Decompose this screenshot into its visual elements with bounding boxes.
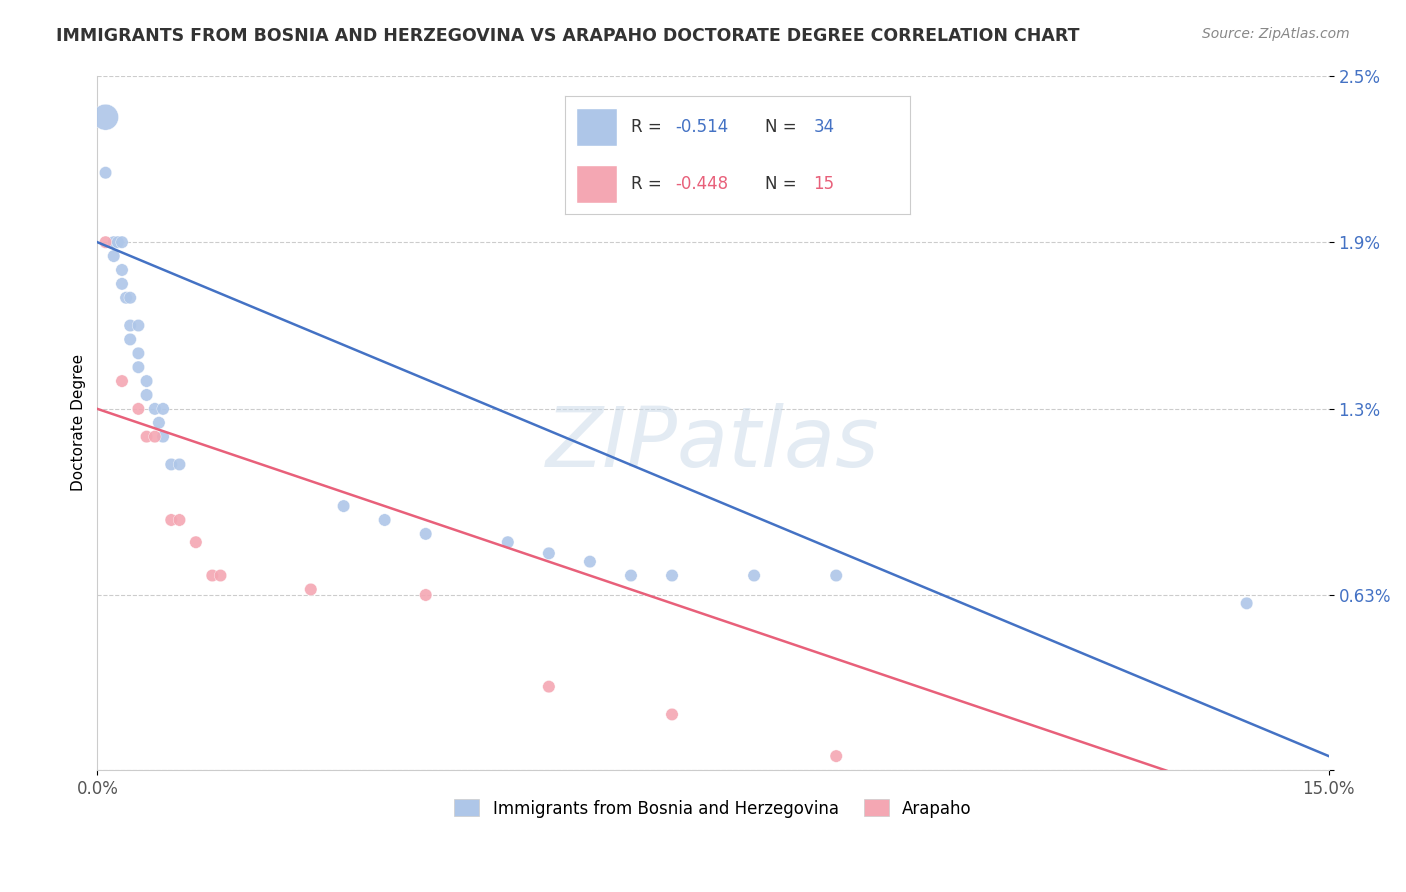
Point: [127, 346, 149, 360]
Point: [94, 110, 117, 124]
Point: [120, 318, 142, 333]
Point: [620, 568, 643, 582]
Point: [115, 291, 138, 305]
Point: [107, 235, 129, 250]
Point: [143, 401, 166, 416]
Point: [111, 235, 134, 250]
Point: [537, 680, 560, 694]
Point: [742, 568, 765, 582]
Point: [111, 374, 134, 388]
Point: [111, 277, 134, 291]
Point: [169, 513, 191, 527]
Point: [120, 291, 142, 305]
Legend: Immigrants from Bosnia and Herzegovina, Arapaho: Immigrants from Bosnia and Herzegovina, …: [447, 793, 979, 824]
Point: [160, 458, 183, 472]
Point: [135, 388, 157, 402]
Point: [1236, 596, 1258, 610]
Point: [299, 582, 322, 597]
Point: [148, 416, 170, 430]
Text: ZIPatlas: ZIPatlas: [547, 403, 880, 484]
Point: [184, 535, 207, 549]
Point: [537, 546, 560, 560]
Point: [143, 430, 166, 444]
Text: Source: ZipAtlas.com: Source: ZipAtlas.com: [1202, 27, 1350, 41]
Point: [135, 430, 157, 444]
Point: [160, 513, 183, 527]
Point: [103, 235, 125, 250]
Point: [135, 374, 157, 388]
Point: [825, 568, 848, 582]
Text: IMMIGRANTS FROM BOSNIA AND HERZEGOVINA VS ARAPAHO DOCTORATE DEGREE CORRELATION C: IMMIGRANTS FROM BOSNIA AND HERZEGOVINA V…: [56, 27, 1080, 45]
Point: [94, 235, 117, 250]
Point: [209, 568, 232, 582]
Point: [415, 588, 437, 602]
Point: [332, 499, 354, 513]
Point: [825, 749, 848, 764]
Point: [415, 527, 437, 541]
Point: [127, 360, 149, 375]
Point: [661, 707, 683, 722]
Point: [152, 401, 174, 416]
Point: [103, 249, 125, 263]
Point: [169, 458, 191, 472]
Point: [111, 263, 134, 277]
Point: [579, 555, 602, 569]
Point: [94, 166, 117, 180]
Point: [201, 568, 224, 582]
Point: [661, 568, 683, 582]
Point: [496, 535, 519, 549]
Point: [127, 318, 149, 333]
Point: [127, 401, 149, 416]
Point: [120, 333, 142, 347]
Point: [374, 513, 396, 527]
Y-axis label: Doctorate Degree: Doctorate Degree: [72, 354, 86, 491]
Point: [152, 430, 174, 444]
